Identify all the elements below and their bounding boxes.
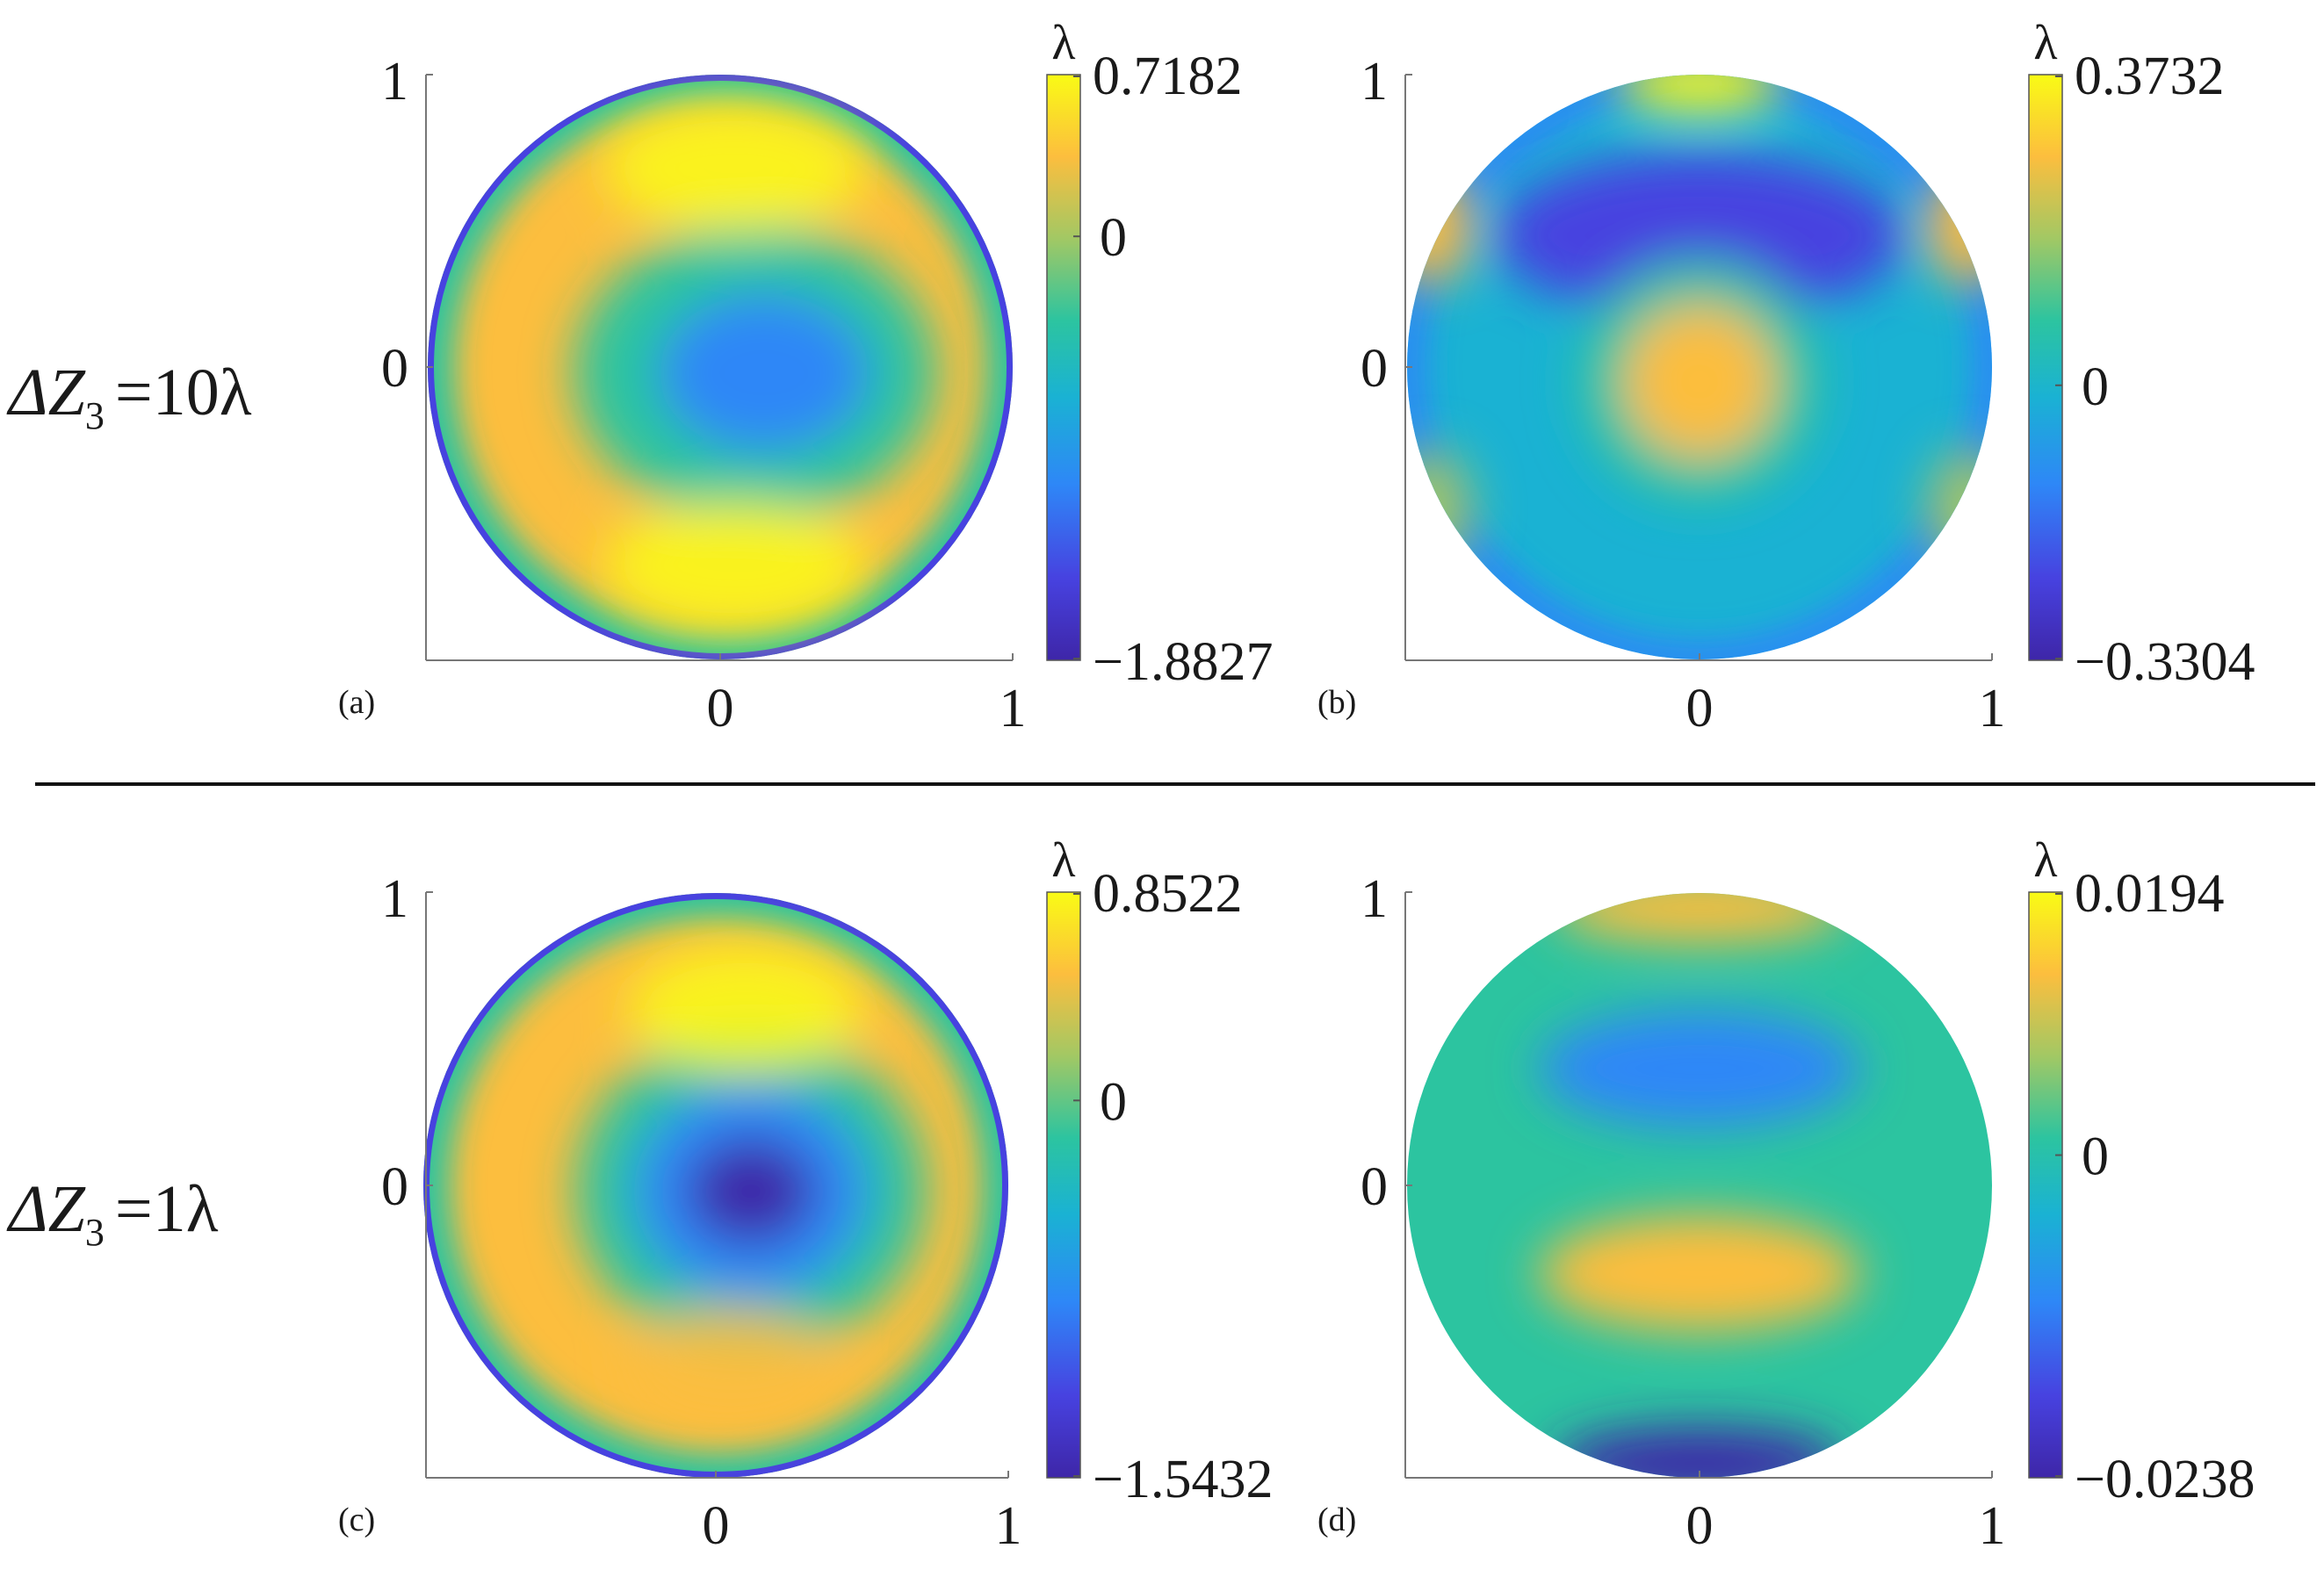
map-blob: [1407, 168, 1472, 285]
map-blob: [1553, 1428, 1846, 1478]
x-tick-label: 0: [1686, 1496, 1714, 1556]
colorbar-max-label: 0.3732: [2075, 47, 2225, 106]
y-tick-label: 1: [1360, 52, 1388, 112]
y-tick-label: 1: [381, 869, 408, 929]
y-tick-label: 1: [1360, 869, 1388, 929]
map-blob: [1617, 75, 1782, 113]
map-highlight: [628, 945, 862, 1075]
colorbar-min-label: −1.8827: [1093, 632, 1273, 692]
colorbar-min-label: −1.5432: [1093, 1450, 1273, 1509]
colorbar-unit: λ: [1051, 16, 1075, 70]
colorbar-max-label: 0.7182: [1093, 47, 1243, 106]
panel-b: 1 0 0 1 (b) λ 0.3732 0 −0.3304: [1317, 16, 2255, 738]
pupil-map: [1407, 893, 1992, 1478]
panel-c: 1 0 0 1 (c) λ 0.8522 0 −1.5432: [338, 833, 1273, 1556]
colorbar-unit: λ: [1051, 833, 1075, 888]
colorbar-max-label: 0.0194: [2075, 864, 2225, 924]
map-highlight: [603, 501, 867, 630]
x-tick-label: 1: [1000, 679, 1027, 738]
x-tick-label: 1: [1979, 679, 2006, 738]
panel-tag: (d): [1317, 1501, 1356, 1538]
y-tick-label: 0: [381, 1157, 408, 1217]
map-blob: [1927, 168, 1992, 285]
map-features: [574, 104, 937, 630]
x-tick-label: 0: [703, 1496, 730, 1556]
map-blob: [1407, 449, 1472, 566]
x-tick-label: 1: [995, 1496, 1022, 1556]
map-blob: [1538, 1010, 1861, 1127]
colorbar-unit: λ: [2033, 833, 2057, 888]
map-base: [1407, 893, 1992, 1478]
panel-a: 1 0 0 1 (a) λ 0.7182 0 −1.8827: [338, 16, 1273, 738]
row-label-top: ΔZ3 =10λ: [6, 356, 252, 437]
y-tick-label: 1: [381, 52, 408, 112]
y-tick-label: 0: [1360, 339, 1388, 399]
panel-tag: (a): [338, 684, 375, 721]
row-label-bottom: ΔZ3 =1λ: [6, 1172, 219, 1254]
colorbar-unit: λ: [2033, 16, 2057, 70]
colorbar-mid-label: 0: [2082, 1127, 2109, 1187]
pupil-map: [428, 75, 1013, 659]
colorbar: [2028, 891, 2063, 1479]
map-blob: [1927, 449, 1992, 566]
y-tick-label: 0: [381, 339, 408, 399]
x-tick-label: 1: [1979, 1496, 2006, 1556]
panel-tag: (b): [1317, 684, 1356, 721]
map-highlight: [628, 1307, 834, 1426]
colorbar-max-label: 0.8522: [1093, 864, 1243, 924]
panel-d: 1 0 0 1 (d) λ 0.0194 0 −0.0238: [1317, 833, 2255, 1556]
y-tick-label: 0: [1360, 1157, 1388, 1217]
colorbar-mid-label: 0: [2082, 357, 2109, 417]
colorbar-min-label: −0.3304: [2075, 632, 2255, 692]
x-tick-label: 0: [1686, 679, 1714, 738]
map-blob: [1553, 893, 1846, 943]
map-blob: [659, 293, 870, 452]
colorbar-mid-label: 0: [1100, 208, 1127, 268]
colorbar-min-label: −0.0238: [2075, 1450, 2255, 1509]
map-blob: [1623, 306, 1776, 458]
map-blob: [686, 1138, 816, 1244]
map-features: [575, 945, 927, 1426]
panel-tag: (c): [338, 1501, 375, 1538]
colorbar: [1046, 74, 1081, 661]
pupil-map: [423, 893, 1008, 1478]
map-highlight: [603, 104, 867, 233]
map-features: [1538, 893, 1861, 1478]
map-blob: [1494, 153, 1905, 318]
pupil-map: [1407, 75, 1992, 659]
x-tick-label: 0: [707, 679, 734, 738]
map-blob: [1538, 1214, 1861, 1332]
colorbar: [2028, 74, 2063, 661]
colorbar: [1046, 891, 1081, 1479]
colorbar-mid-label: 0: [1100, 1072, 1127, 1132]
